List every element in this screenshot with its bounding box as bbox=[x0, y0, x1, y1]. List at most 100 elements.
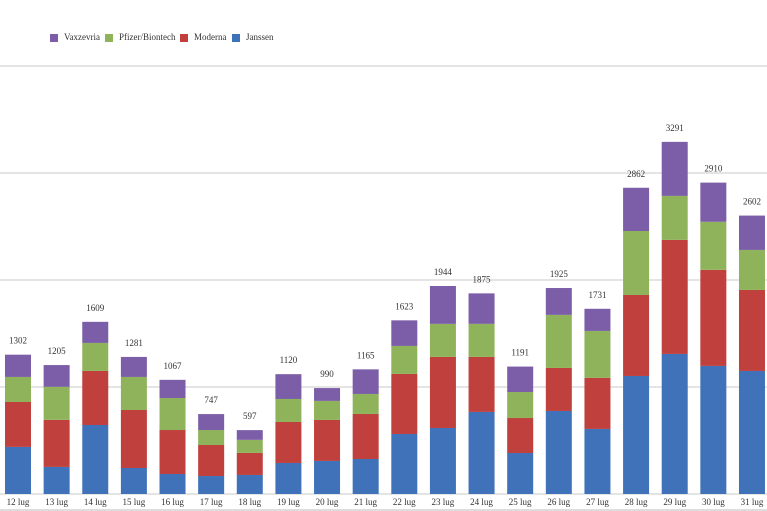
x-tick-label: 20 lug bbox=[316, 497, 339, 507]
total-label: 1191 bbox=[511, 348, 529, 358]
bar-segment bbox=[159, 473, 186, 494]
bar-segment bbox=[159, 398, 186, 431]
x-tick-label: 16 lug bbox=[161, 497, 184, 507]
bar-segment bbox=[198, 414, 225, 431]
x-tick-label: 29 lug bbox=[663, 497, 686, 507]
x-tick-label: 19 lug bbox=[277, 497, 300, 507]
bar-segment bbox=[661, 141, 688, 196]
bar-segment bbox=[159, 430, 186, 474]
bar-segment bbox=[738, 370, 765, 494]
total-label: 1875 bbox=[473, 274, 492, 284]
bar-segment bbox=[545, 314, 572, 368]
x-tick-label: 27 lug bbox=[586, 497, 609, 507]
bar-segment bbox=[120, 410, 147, 468]
bar-segment bbox=[159, 379, 186, 399]
x-tick-label: 13 lug bbox=[45, 497, 68, 507]
legend-swatch bbox=[232, 34, 240, 42]
x-tick-label: 28 lug bbox=[625, 497, 648, 507]
legend-swatch bbox=[180, 34, 188, 42]
legend-swatch bbox=[105, 34, 113, 42]
bar-segment bbox=[198, 430, 225, 445]
bar-segment bbox=[429, 323, 456, 357]
bar-segment bbox=[391, 345, 418, 374]
bar-segment bbox=[275, 421, 302, 463]
x-tick-label: 31 lug bbox=[741, 497, 764, 507]
bar-segment bbox=[198, 444, 225, 477]
bar-segment bbox=[623, 187, 650, 231]
bar-segment bbox=[391, 320, 418, 346]
total-label: 597 bbox=[243, 411, 257, 421]
x-tick-label: 23 lug bbox=[432, 497, 455, 507]
bar-segment bbox=[623, 294, 650, 376]
bar-segment bbox=[584, 377, 611, 429]
total-label: 1925 bbox=[550, 269, 569, 279]
bar-segment bbox=[429, 356, 456, 428]
total-label: 990 bbox=[320, 369, 334, 379]
bar-segment bbox=[120, 376, 147, 411]
bar-segment bbox=[43, 386, 70, 420]
total-label: 2862 bbox=[627, 169, 645, 179]
legend-label: Pfizer/Biontech bbox=[119, 32, 176, 42]
bar-segment bbox=[352, 413, 379, 460]
bar-segment bbox=[314, 388, 341, 401]
bar-segment bbox=[82, 424, 109, 494]
x-tick-label: 18 lug bbox=[238, 497, 261, 507]
bar-segment bbox=[700, 269, 727, 366]
total-label: 2910 bbox=[704, 164, 723, 174]
bar-segment bbox=[236, 474, 263, 494]
bar-segment bbox=[468, 411, 495, 494]
x-tick-label: 30 lug bbox=[702, 497, 725, 507]
bar-segment bbox=[43, 466, 70, 494]
bar-segment bbox=[623, 230, 650, 295]
total-label: 1281 bbox=[125, 338, 143, 348]
bar-segment bbox=[507, 392, 534, 419]
bar-segment bbox=[275, 462, 302, 494]
total-label: 1609 bbox=[86, 303, 105, 313]
total-label: 1120 bbox=[280, 355, 298, 365]
bar-segment bbox=[275, 374, 302, 399]
total-label: 1302 bbox=[9, 336, 27, 346]
total-label: 2602 bbox=[743, 197, 761, 207]
x-tick-label: 17 lug bbox=[200, 497, 223, 507]
legend-label: Vaxzevria bbox=[64, 32, 100, 42]
bar-segment bbox=[584, 308, 611, 331]
bar-segment bbox=[198, 476, 225, 494]
total-label: 1731 bbox=[588, 290, 606, 300]
bar-segment bbox=[5, 354, 31, 377]
bar-segment bbox=[82, 342, 109, 371]
bar-segment bbox=[5, 376, 31, 402]
bar-segment bbox=[429, 285, 456, 324]
total-label: 1067 bbox=[164, 361, 183, 371]
bar-segment bbox=[468, 293, 495, 324]
bar-segment bbox=[468, 356, 495, 412]
bar-segment bbox=[5, 401, 31, 447]
bar-segment bbox=[468, 323, 495, 357]
bar-segment bbox=[700, 365, 727, 494]
bar-segment bbox=[700, 221, 727, 270]
x-tick-label: 14 lug bbox=[84, 497, 107, 507]
bar-segment bbox=[352, 369, 379, 394]
bar-segment bbox=[352, 393, 379, 414]
bar-segment bbox=[82, 370, 109, 425]
bar-segment bbox=[352, 459, 379, 494]
total-label: 3291 bbox=[666, 123, 684, 133]
bar-segment bbox=[584, 428, 611, 494]
x-tick-label: 25 lug bbox=[509, 497, 532, 507]
bar-segment bbox=[545, 288, 572, 315]
bar-segment bbox=[661, 195, 688, 240]
x-tick-label: 24 lug bbox=[470, 497, 493, 507]
bar-segment bbox=[545, 367, 572, 411]
bar-segment bbox=[391, 433, 418, 494]
bar-segment bbox=[82, 321, 109, 343]
bar-segment bbox=[391, 373, 418, 434]
bar-segment bbox=[429, 427, 456, 494]
legend-label: Janssen bbox=[246, 32, 274, 42]
total-label: 1944 bbox=[434, 267, 453, 277]
legend-label: Moderna bbox=[194, 32, 227, 42]
legend-swatch bbox=[50, 34, 58, 42]
total-label: 1205 bbox=[48, 346, 67, 356]
bar-segment bbox=[236, 452, 263, 475]
x-tick-label: 22 lug bbox=[393, 497, 416, 507]
bar-segment bbox=[5, 446, 31, 494]
bar-segment bbox=[120, 467, 147, 494]
